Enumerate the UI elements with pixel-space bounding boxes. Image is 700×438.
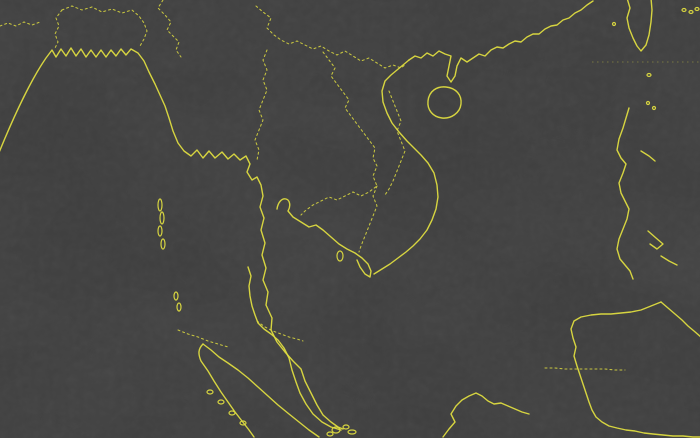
island-sumatra-west-4	[239, 420, 247, 426]
coastline-luzon-fragment-2	[660, 255, 678, 266]
coastline-borneo-northeast	[660, 301, 700, 338]
border-india-myanmar	[157, 0, 182, 58]
island-luzon-strait-1	[646, 72, 652, 78]
island-riau-3	[347, 429, 357, 435]
island-east-of-taiwan-3	[694, 6, 700, 12]
island-east-of-taiwan-1	[681, 7, 687, 13]
island-riau-1	[331, 426, 341, 434]
island-nicobar-2	[176, 302, 182, 312]
island-phu-quoc	[336, 250, 344, 262]
coastline-vietnam-east	[373, 59, 439, 275]
island-east-of-taiwan-2	[688, 9, 694, 15]
border-china-southeast-asia	[255, 5, 407, 69]
island-sumatra-west-1	[206, 389, 214, 395]
border-kalimantan	[544, 367, 626, 371]
coastline-luzon-fragment-3	[640, 150, 656, 162]
island-andaman-3	[157, 225, 163, 237]
island-andaman-4	[160, 238, 166, 250]
border-top-left-corner	[0, 21, 41, 27]
island-sumatra-west-3	[228, 410, 236, 416]
border-bangladesh-north	[61, 5, 148, 47]
border-bangladesh-west	[53, 9, 63, 51]
island-riau-4	[326, 431, 334, 437]
coastline-taiwan	[626, 0, 653, 52]
island-babuyan-2	[651, 105, 657, 111]
island-taiwan-strait	[611, 21, 617, 27]
maritime-boundary-andaman	[177, 329, 229, 348]
coastline-south-china	[408, 0, 594, 83]
coastline-gulf-of-thailand-cambodia	[276, 198, 372, 278]
island-riau-2	[342, 424, 350, 430]
coastline-india-myanmar-malaya	[0, 47, 344, 430]
coastline-borneo-west	[570, 301, 700, 438]
coastline-hainan	[427, 86, 462, 119]
coastline-west-kalimantan	[442, 392, 530, 438]
coastline-malaya-west	[247, 266, 342, 431]
island-andaman-2	[159, 211, 165, 225]
border-laos-thailand-cambodia	[300, 51, 378, 216]
border-vietnam-laos	[384, 90, 406, 196]
island-sumatra-west-2	[217, 399, 225, 405]
coastline-sumatra-northeast	[202, 343, 320, 438]
coastline-luzon-west	[616, 107, 634, 280]
border-malaysia-thailand	[256, 320, 304, 342]
island-nicobar-1	[173, 291, 179, 301]
island-andaman-1	[157, 198, 163, 212]
coastline-luzon-fragment-1	[647, 230, 664, 250]
island-babuyan-1	[645, 100, 651, 106]
border-myanmar-thailand	[254, 49, 268, 161]
